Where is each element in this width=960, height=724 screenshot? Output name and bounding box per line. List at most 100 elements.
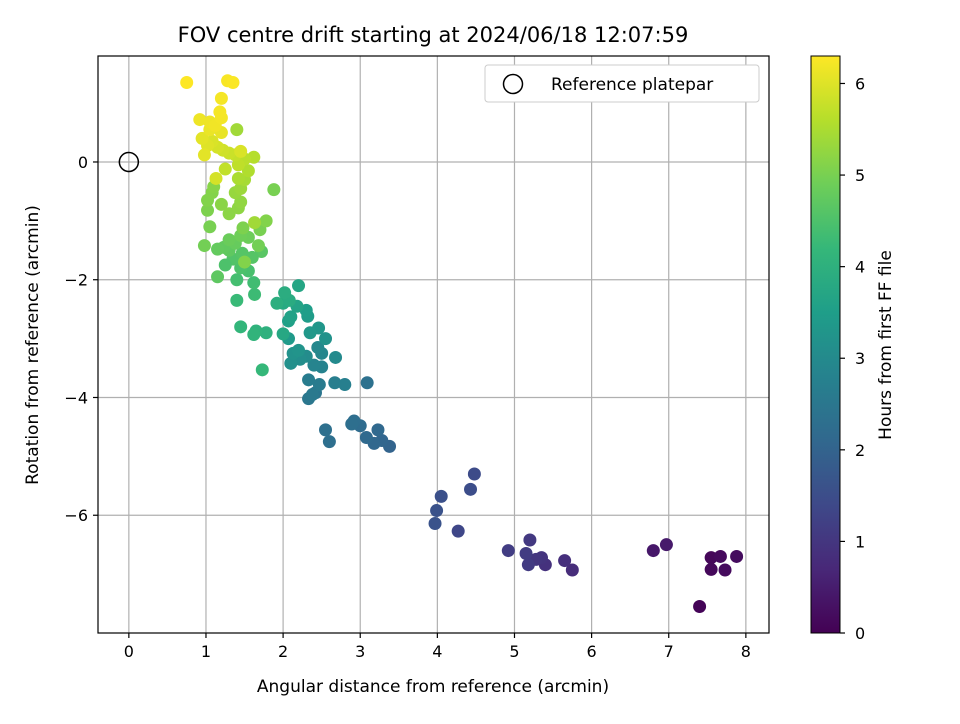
data-point <box>236 221 250 235</box>
data-point <box>303 326 317 340</box>
colorbar-tick-label: 5 <box>855 166 865 185</box>
colorbar-tick-label: 2 <box>855 441 865 460</box>
data-point <box>234 195 248 209</box>
data-point <box>197 148 211 162</box>
data-point <box>209 171 223 185</box>
data-point <box>197 239 211 253</box>
data-point <box>311 340 325 354</box>
data-point <box>230 293 244 307</box>
y-axis-label: Rotation from reference (arcmin) <box>23 205 43 485</box>
data-point <box>238 255 252 269</box>
data-point <box>247 327 261 341</box>
chart-title: FOV centre drift starting at 2024/06/18 … <box>178 23 689 47</box>
plot-frame <box>97 55 770 634</box>
data-point <box>259 326 273 340</box>
data-point <box>345 417 359 431</box>
data-point <box>292 279 306 293</box>
data-point <box>211 270 225 284</box>
data-point <box>247 276 261 290</box>
x-tick-label: 0 <box>124 642 134 661</box>
y-tick-label: −4 <box>64 388 88 407</box>
data-point <box>730 549 744 563</box>
data-point <box>319 332 333 346</box>
colorbar-ticks: 0 1 2 3 4 5 6 <box>840 74 865 643</box>
legend-entry: Reference platepar <box>551 75 713 95</box>
data-point <box>565 563 579 577</box>
data-point <box>222 233 236 247</box>
data-point <box>267 183 281 197</box>
x-tick-label: 8 <box>741 642 751 661</box>
data-point <box>307 358 321 372</box>
data-point <box>519 547 533 561</box>
data-point <box>214 91 228 105</box>
data-point <box>501 544 515 558</box>
colorbar-label: Hours from first FF file <box>876 250 896 440</box>
data-point <box>360 376 374 390</box>
data-point <box>312 378 326 392</box>
data-point <box>718 563 732 577</box>
data-point <box>222 207 236 221</box>
reference-marker <box>118 151 140 173</box>
data-points <box>180 74 744 614</box>
y-tick-label: 0 <box>78 153 88 172</box>
data-point <box>251 239 265 253</box>
data-point <box>218 258 232 272</box>
data-point <box>646 544 660 558</box>
data-point <box>211 242 225 256</box>
data-point <box>523 533 537 547</box>
data-point <box>292 343 306 357</box>
data-point <box>284 310 298 324</box>
data-point <box>214 197 228 211</box>
data-point <box>259 214 273 228</box>
data-point <box>218 162 232 176</box>
data-point <box>371 423 385 437</box>
data-point <box>234 144 248 158</box>
y-axis-ticks: −6 −4 −2 0 <box>64 153 98 525</box>
data-point <box>713 549 727 563</box>
y-tick-label: −6 <box>64 506 88 525</box>
data-point <box>305 388 319 402</box>
data-point <box>428 516 442 530</box>
x-tick-label: 2 <box>278 642 288 661</box>
colorbar-tick-label: 4 <box>855 258 865 277</box>
data-point <box>338 378 352 392</box>
x-tick-label: 4 <box>432 642 442 661</box>
plot-area: 0 1 2 3 4 5 6 7 8 −6 −4 −2 0 <box>64 55 770 661</box>
data-point <box>284 356 298 370</box>
legend-marker-icon <box>502 73 524 95</box>
x-tick-label: 3 <box>355 642 365 661</box>
colorbar-tick-label: 6 <box>855 74 865 93</box>
data-point <box>302 373 316 387</box>
data-point <box>255 363 269 377</box>
colorbar-tick-label: 3 <box>855 349 865 368</box>
data-point <box>193 113 207 127</box>
data-point <box>248 287 262 301</box>
x-axis-ticks: 0 1 2 3 4 5 6 7 8 <box>124 633 751 661</box>
x-tick-label: 6 <box>587 642 597 661</box>
data-point <box>241 164 255 178</box>
colorbar-tick-label: 1 <box>855 532 865 551</box>
legend-box <box>484 64 760 103</box>
data-point <box>230 123 244 137</box>
data-point <box>213 105 227 119</box>
data-point <box>322 435 336 449</box>
colorbar: 0 1 2 3 4 5 6 Hours from first FF file <box>810 55 896 643</box>
x-tick-label: 7 <box>664 642 674 661</box>
data-point <box>693 600 707 614</box>
data-point <box>231 171 245 185</box>
x-tick-label: 5 <box>509 642 519 661</box>
data-point <box>659 538 673 552</box>
data-point <box>329 350 343 364</box>
data-point <box>231 158 245 172</box>
y-tick-label: −2 <box>64 271 88 290</box>
data-point <box>180 75 194 89</box>
data-point <box>195 131 209 145</box>
data-point <box>270 296 284 310</box>
data-point <box>278 286 292 300</box>
data-point <box>230 273 244 287</box>
data-point <box>328 376 342 390</box>
data-point <box>704 562 718 576</box>
data-point <box>521 558 535 572</box>
colorbar-gradient <box>810 55 841 634</box>
